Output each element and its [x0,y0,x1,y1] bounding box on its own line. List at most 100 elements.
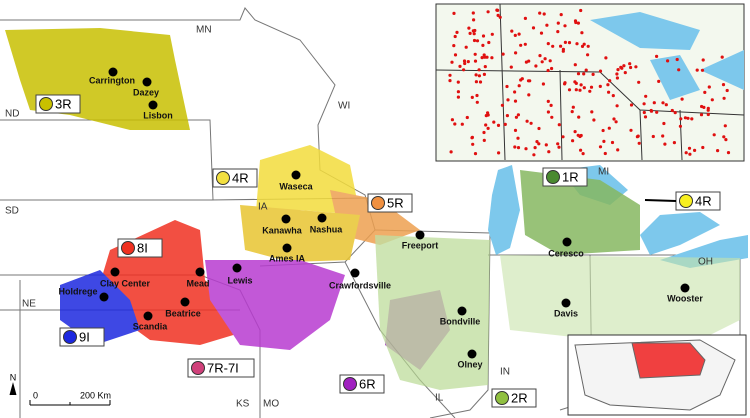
inset-dot [514,115,519,119]
inset-dot [450,60,454,64]
inset-dot [680,97,684,101]
inset-dot [538,11,542,15]
inset-dot [573,80,577,84]
inset-dot [651,134,655,139]
site-label: Crawfordsville [329,280,391,290]
site-dot [467,349,477,359]
inset-dot [482,130,486,135]
inset-dot [550,115,554,119]
inset-dot [550,66,554,71]
site-label: Davis [554,308,578,318]
inset-dot [584,68,588,72]
inset-dot [481,34,486,38]
inset-dot [448,73,452,77]
inset-dot [666,59,670,63]
inset-dot [686,116,690,120]
inset-dot [486,126,490,130]
inset-dot [570,110,574,114]
region-swatch [39,97,53,111]
inset-dot [509,65,513,69]
inset-dot [466,60,470,64]
inset-map [435,3,745,162]
inset-dot [678,124,683,128]
inset-dot [608,79,612,83]
inset-dot [616,148,620,152]
inset-dot [545,23,549,27]
inset-dot [576,21,581,25]
inset-dot [652,101,656,105]
inset-dot [716,149,720,153]
inset-dot [582,42,586,46]
state-label: SD [5,206,19,217]
inset-dot [463,61,467,66]
inset-dot [477,74,481,78]
inset-dot [478,80,483,84]
inset-dot [576,72,581,76]
inset-dot [456,90,460,94]
site-dot [281,214,291,224]
inset-dot [551,44,555,48]
inset-dot [672,141,677,145]
scale-bar [9,382,111,406]
inset-dot [576,133,580,137]
inset-dot [496,13,500,17]
inset-dot [589,85,594,89]
inset-dot [643,115,648,119]
inset-dot [578,88,582,92]
state-label: IL [435,393,444,404]
site-dot [108,67,118,77]
inset-dot [703,90,707,94]
site-label: Holdrege [58,286,97,296]
inset-dot [453,53,458,57]
inset-dot [655,110,659,114]
inset-dot [722,96,726,100]
inset-dot [535,140,539,144]
region-swatch [343,377,357,391]
inset-dot [546,42,550,46]
inset-dot [523,42,527,46]
inset-dot [539,31,544,35]
scale-zero: 0 [33,390,38,400]
inset-dot [573,63,577,67]
north-label: N [10,372,17,382]
inset-dot [471,11,475,15]
inset-dot [486,10,490,14]
site-label: Waseca [279,181,313,191]
inset-dot [517,32,521,36]
inset-dot [449,150,453,154]
site-dot [143,311,153,321]
inset-dot [505,114,509,118]
inset-dot [460,122,464,126]
inset-dot [510,29,514,33]
inset-dot [514,51,518,55]
inset-dot [557,123,561,127]
inset-dot [725,88,729,93]
us-inset [567,334,747,416]
region-label: 5R [387,195,404,210]
inset-dot [475,93,479,98]
state-label: NE [22,299,36,310]
inset-dot [513,128,518,132]
inset-dot [482,138,486,142]
state-label: MN [196,25,212,36]
inset-dot [513,145,517,149]
inset-dot [556,30,560,34]
region-label: 7R-7I [207,360,239,375]
site-label: Mead [186,278,209,288]
inset-dot [468,31,472,35]
inset-dot [483,65,487,69]
inset-dot [706,108,710,112]
inset-dot [634,65,638,69]
inset-dot [655,54,659,59]
site-label: Nashua [310,224,344,234]
inset-dot [484,123,488,127]
inset-dot [474,80,478,84]
site-label: Olney [457,359,482,369]
inset-dot [586,44,590,48]
site-label: Lisbon [143,110,173,120]
pointer-arrow [644,199,677,202]
inset-dot [474,73,478,77]
inset-dot [556,142,560,146]
inset-dot [523,16,528,20]
inset-dot [635,135,640,139]
